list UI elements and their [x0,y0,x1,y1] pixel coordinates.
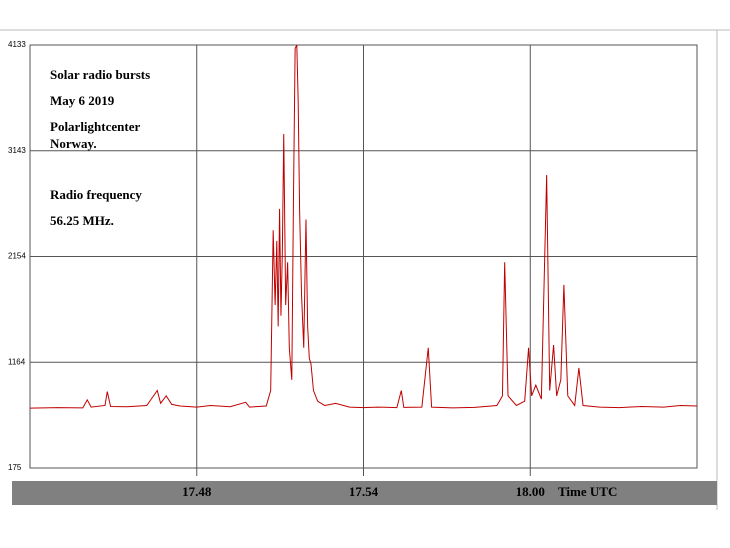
annotation: Norway. [50,136,97,151]
x-tick-label: 17.54 [349,484,379,499]
x-tick-label: 18.00 [516,484,545,499]
y-tick-label: 3143 [8,146,26,155]
x-axis-bar [12,481,717,505]
annotation: Polarlightcenter [50,119,140,134]
y-tick-label: 175 [8,463,22,472]
y-tick-label: 2154 [8,252,26,261]
annotation: Solar radio bursts [50,67,150,82]
y-tick-label: 1164 [8,357,26,366]
annotation: 56.25 MHz. [50,213,114,228]
annotation: May 6 2019 [50,93,115,108]
annotation: Radio frequency [50,187,142,202]
x-tick-label: 17.48 [182,484,212,499]
x-axis-label: Time UTC [558,484,617,499]
y-tick-label: 4133 [8,40,26,49]
data-line [29,44,698,409]
